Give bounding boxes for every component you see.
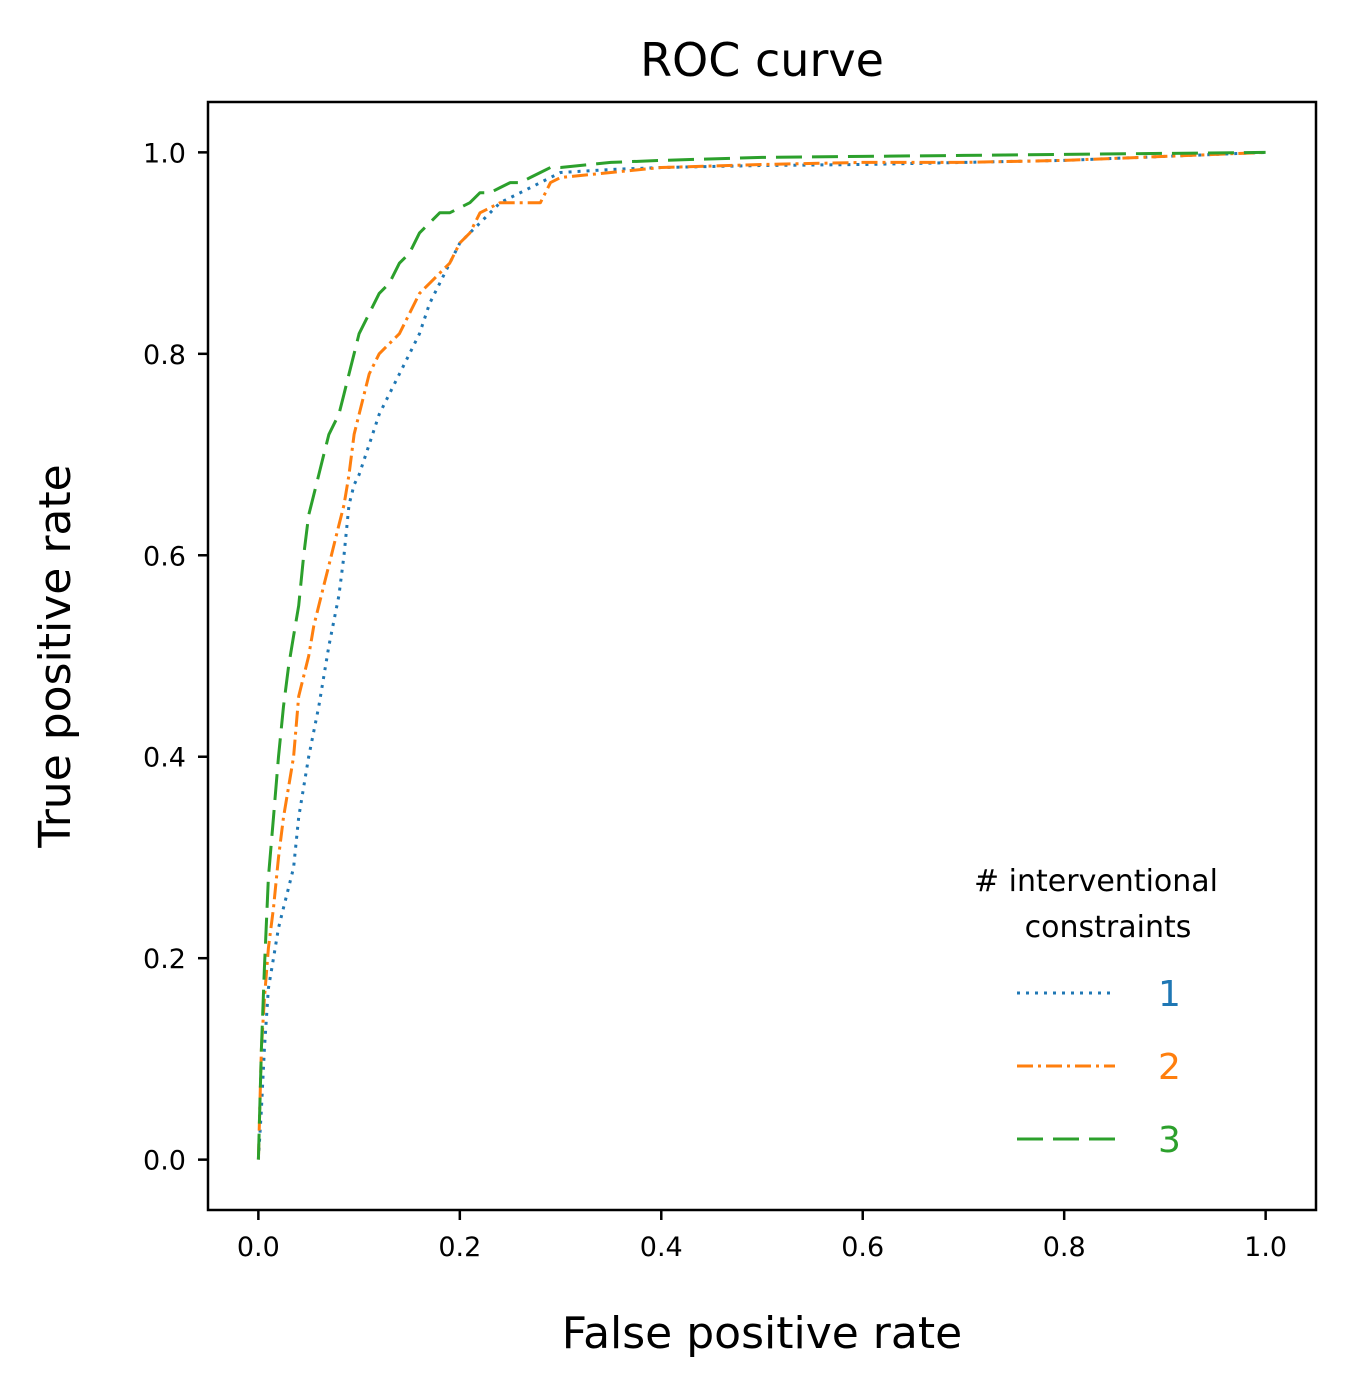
chart-title: ROC curve — [640, 33, 884, 87]
legend-title-line-1: # interventional — [974, 864, 1218, 899]
x-tick-label: 0.2 — [438, 1232, 481, 1263]
y-tick-label: 0.6 — [143, 541, 186, 572]
y-axis-ticks: 0.0 0.2 0.4 0.6 0.8 1.0 — [143, 138, 208, 1177]
legend: # interventional constraints 1 2 3 — [974, 864, 1218, 1161]
series-layer — [256, 150, 1266, 1160]
y-tick-label: 0.0 — [143, 1146, 186, 1177]
x-tick-label: 0.4 — [640, 1232, 683, 1263]
y-tick-label: 1.0 — [143, 138, 186, 169]
y-tick-label: 0.8 — [143, 340, 186, 371]
legend-title-line-2: constraints — [1025, 910, 1192, 945]
y-tick-label: 0.2 — [143, 944, 186, 975]
series-line-3 — [256, 150, 1266, 1160]
legend-label-1: 1 — [1158, 974, 1181, 1015]
series-line-2 — [256, 150, 1266, 1160]
x-axis-ticks: 0.0 0.2 0.4 0.6 0.8 1.0 — [237, 1210, 1287, 1263]
legend-entries: 1 2 3 — [1017, 974, 1181, 1161]
legend-label-3: 3 — [1158, 1120, 1181, 1161]
x-tick-label: 1.0 — [1244, 1232, 1287, 1263]
y-axis-label: True positive rate — [30, 464, 81, 848]
x-tick-label: 0.0 — [237, 1232, 280, 1263]
x-tick-label: 0.8 — [1043, 1232, 1086, 1263]
plot-frame — [206, 100, 1318, 1212]
legend-label-2: 2 — [1158, 1047, 1181, 1088]
x-tick-label: 0.6 — [841, 1232, 884, 1263]
y-tick-label: 0.4 — [143, 743, 186, 774]
x-axis-label: False positive rate — [562, 1308, 962, 1359]
